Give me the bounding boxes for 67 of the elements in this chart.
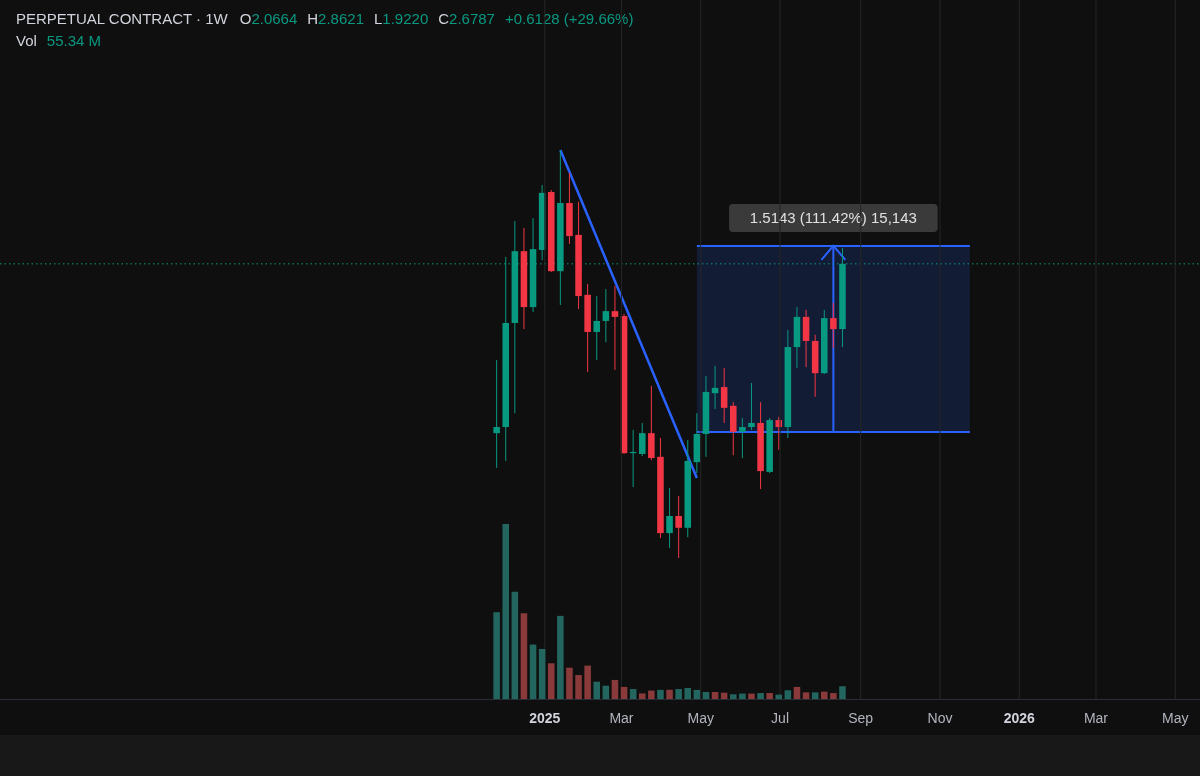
bar <box>830 693 837 699</box>
bar <box>648 690 655 699</box>
bar <box>538 648 546 699</box>
x-tick-label: 2025 <box>529 710 561 726</box>
text: 55.34 M <box>46 32 102 49</box>
bar <box>839 686 846 699</box>
bar <box>693 689 701 699</box>
bar <box>493 612 500 699</box>
chart-title: PERPETUAL CONTRACT · 1W <box>16 10 229 27</box>
candlestick <box>602 288 610 343</box>
candlestick <box>830 302 837 349</box>
x-tick-label: May <box>687 710 714 726</box>
x-tick-label: 2026 <box>1003 710 1036 726</box>
text: C2.6787 <box>438 10 495 27</box>
candlestick <box>720 367 728 424</box>
x-tick-label: Nov <box>927 710 953 726</box>
bar <box>593 681 601 699</box>
candlestick <box>666 487 673 549</box>
bar <box>529 644 537 699</box>
text: H2.8621 <box>307 10 364 27</box>
bar <box>502 524 510 699</box>
annotation: 1.5143 (111.42%) 15,143 <box>749 208 917 226</box>
candlestick <box>611 285 619 371</box>
bar <box>511 591 519 699</box>
bar <box>711 692 719 699</box>
bar <box>520 613 528 699</box>
bar <box>629 689 637 699</box>
bar <box>811 692 819 699</box>
bar <box>657 689 664 699</box>
text: Vol <box>16 32 37 49</box>
x-tick-label: Mar <box>1083 710 1109 726</box>
bar <box>557 615 564 699</box>
bar <box>739 693 746 699</box>
bar <box>584 665 591 699</box>
text: L1.9220 <box>374 10 429 27</box>
bar <box>766 693 773 699</box>
candlestick <box>739 417 746 459</box>
text: O2.0664 <box>239 10 298 27</box>
candlestick <box>675 495 682 559</box>
candlestick <box>638 422 646 457</box>
bar <box>666 689 673 699</box>
x-tick-label: Mar <box>609 710 634 726</box>
bar <box>702 692 710 699</box>
bar <box>729 694 737 699</box>
bar <box>820 691 828 699</box>
bar <box>793 686 801 699</box>
bar <box>611 679 619 699</box>
bar <box>566 667 573 699</box>
candlestick <box>593 295 601 361</box>
bar <box>684 687 692 699</box>
bar <box>547 663 555 699</box>
bar <box>775 694 783 699</box>
bar <box>602 685 610 699</box>
x-tick-label: May <box>1162 710 1189 726</box>
text: +0.6128 (+29.66%) <box>504 10 634 27</box>
x-tick-label: Jul <box>771 710 790 726</box>
bar <box>675 689 682 699</box>
bar <box>748 693 755 699</box>
bar <box>620 686 628 699</box>
bar <box>802 692 810 699</box>
bar <box>575 675 582 699</box>
bar <box>757 693 764 699</box>
candlestick <box>748 382 755 431</box>
candlestick <box>493 359 500 469</box>
bar <box>784 690 792 699</box>
bar <box>638 693 646 699</box>
x-tick-label: Sep <box>848 710 874 726</box>
